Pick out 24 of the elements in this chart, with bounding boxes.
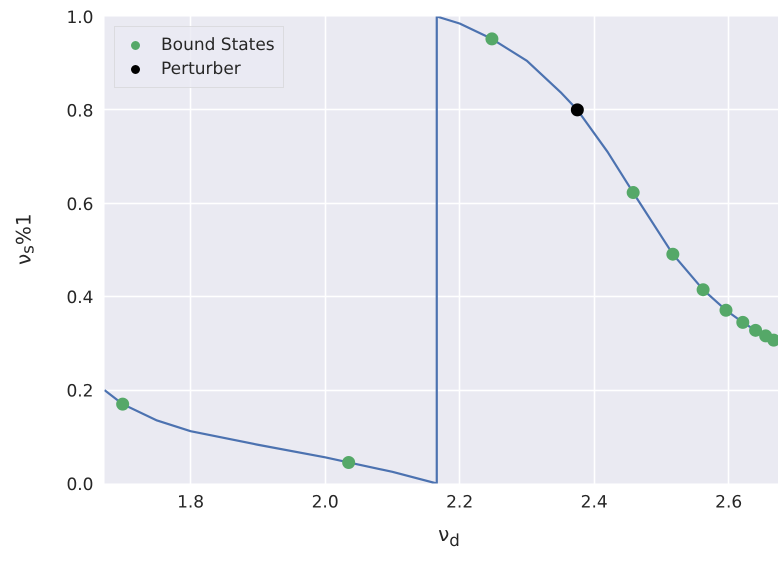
x-tick-label: 2.2 xyxy=(446,492,474,512)
point xyxy=(696,283,710,296)
point xyxy=(736,316,750,329)
y-tick-label: 0.4 xyxy=(66,288,94,308)
point xyxy=(485,32,498,46)
y-tick-label: 0.6 xyxy=(66,194,94,215)
y-tick-label: 1.0 xyxy=(66,8,94,28)
legend-label: Perturber xyxy=(161,59,241,79)
x-axis-title: ν$_{d}$ xyxy=(438,521,460,552)
x-tick-label: 2.4 xyxy=(580,492,608,512)
x-tick-label: 2.0 xyxy=(312,492,339,512)
x-tick-label: 2.6 xyxy=(715,492,742,512)
y-tick-label: 0.8 xyxy=(66,101,94,122)
y-tick-label: 0.0 xyxy=(66,475,94,495)
legend-label: Bound States xyxy=(161,35,275,55)
point xyxy=(116,398,130,411)
point xyxy=(342,456,356,469)
point xyxy=(719,304,732,317)
x-tick-label: 1.8 xyxy=(177,492,204,512)
point xyxy=(626,186,640,200)
point xyxy=(570,103,584,116)
point xyxy=(749,324,762,337)
y-tick-label: 0.2 xyxy=(66,382,94,402)
point xyxy=(666,248,680,261)
